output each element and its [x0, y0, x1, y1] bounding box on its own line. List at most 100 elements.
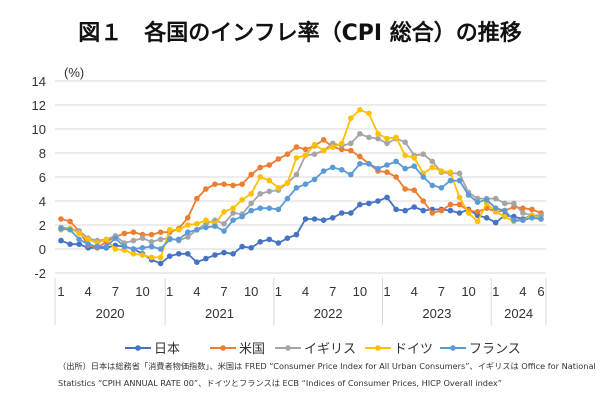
data-point	[230, 205, 236, 211]
x-tick-label: 1	[57, 284, 64, 299]
data-point	[311, 216, 318, 222]
data-point	[520, 217, 526, 223]
data-point	[257, 164, 264, 171]
data-point	[266, 188, 273, 195]
y-tick-label: 4	[39, 194, 46, 209]
year-label: 2024	[504, 306, 533, 321]
data-point	[266, 236, 273, 243]
data-point	[148, 231, 155, 238]
legend-label: 日本	[154, 342, 180, 357]
data-point	[338, 140, 345, 147]
data-point	[266, 162, 273, 168]
data-point	[348, 210, 354, 216]
data-point	[393, 158, 399, 165]
data-point	[121, 230, 128, 237]
x-tick-label: 7	[220, 284, 227, 299]
data-point	[284, 151, 291, 157]
data-point	[230, 217, 236, 223]
data-point	[393, 134, 399, 141]
data-point	[357, 107, 363, 113]
data-point	[293, 231, 300, 238]
data-point	[402, 207, 408, 214]
data-point	[411, 204, 418, 210]
x-tick-label: 10	[244, 284, 258, 299]
data-point	[76, 241, 82, 247]
data-point	[85, 241, 91, 247]
data-point	[148, 239, 155, 245]
data-point	[157, 229, 164, 235]
data-point	[474, 218, 481, 225]
data-point	[194, 195, 200, 202]
legend: 日本 米国 イギリス ドイツ フランス	[125, 342, 521, 357]
x-tick-label: 7	[329, 284, 336, 299]
data-point	[320, 147, 327, 154]
data-point	[194, 221, 200, 227]
data-point	[520, 210, 526, 216]
data-point	[302, 181, 309, 187]
data-point	[221, 228, 227, 234]
data-point	[329, 144, 336, 150]
year-label: 2022	[314, 306, 343, 321]
data-point	[501, 213, 508, 220]
x-tick-label: 4	[302, 284, 309, 299]
data-point	[429, 210, 436, 216]
data-point	[456, 177, 463, 184]
data-point	[67, 227, 73, 233]
data-point	[194, 227, 200, 233]
data-point	[284, 180, 291, 186]
data-point	[266, 205, 273, 211]
data-point	[465, 210, 472, 216]
data-point	[384, 162, 390, 168]
x-tick-label: 7	[112, 284, 119, 299]
data-point	[511, 200, 517, 207]
data-point	[212, 223, 218, 229]
x-tick-label: 1	[275, 284, 282, 299]
data-point	[348, 115, 354, 121]
data-point	[239, 181, 245, 187]
data-point	[166, 227, 173, 233]
data-point	[148, 254, 155, 261]
data-point	[411, 187, 418, 193]
legend-marker-icon	[220, 345, 226, 351]
data-point	[130, 237, 137, 244]
data-point	[293, 155, 300, 161]
data-point	[320, 217, 327, 223]
data-point	[230, 251, 236, 257]
data-point	[58, 216, 64, 222]
data-point	[429, 158, 436, 165]
y-tick-label: 2	[39, 218, 46, 233]
chart-title: 図１ 各国のインフレ率（CPI 総合）の推移	[78, 20, 521, 46]
data-point	[293, 185, 300, 191]
legend-marker-icon	[450, 345, 456, 351]
data-point	[529, 215, 535, 221]
data-point	[438, 207, 445, 214]
year-label: 2021	[205, 306, 234, 321]
data-point	[157, 254, 164, 261]
y-tick-label: 0	[39, 242, 46, 257]
data-point	[357, 161, 363, 167]
data-point	[103, 236, 110, 243]
data-point	[420, 207, 427, 214]
data-point	[320, 168, 327, 174]
data-point	[538, 216, 544, 222]
data-point	[375, 131, 381, 137]
source-note-line-2: Statistics “CPIH ANNUAL RATE 00”、ドイツとフラン…	[58, 378, 502, 388]
data-point	[302, 216, 309, 222]
data-point	[212, 181, 218, 187]
legend-label: イギリス	[304, 342, 356, 357]
data-point	[429, 164, 436, 171]
legend-item: ドイツ	[365, 342, 433, 357]
data-point	[357, 131, 363, 137]
y-tick-label: 6	[39, 170, 46, 185]
data-point	[402, 186, 408, 192]
data-point	[311, 151, 318, 157]
data-point	[456, 194, 463, 201]
x-tick-label: 4	[411, 284, 418, 299]
data-point	[447, 207, 454, 214]
x-tick-label: 10	[353, 284, 367, 299]
data-point	[411, 155, 418, 161]
data-point	[348, 147, 354, 154]
x-tick-label: 1	[492, 284, 499, 299]
data-point	[311, 141, 318, 148]
